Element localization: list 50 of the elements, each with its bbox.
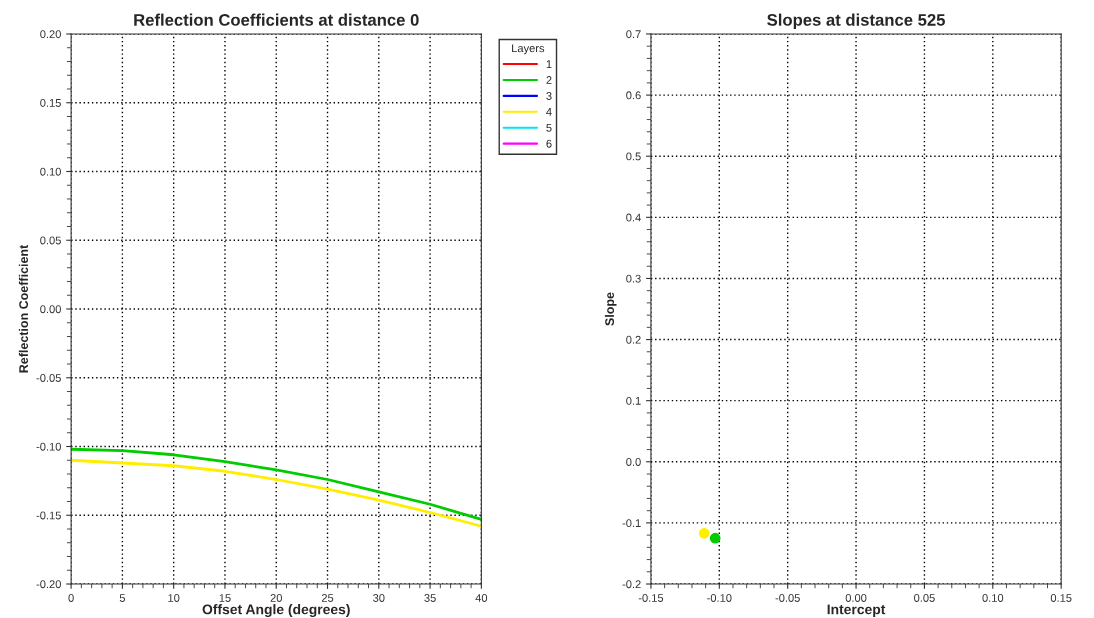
y-tick-label: 0.5 (626, 152, 641, 161)
legend-label: 3 (546, 92, 552, 100)
x-tick-label: 0.00 (845, 594, 867, 602)
y-tick-label: 0.20 (40, 30, 61, 39)
y-tick-label: -0.2 (622, 580, 641, 589)
y-tick-label: 0.7 (626, 30, 641, 39)
x-axis-title: Intercept (827, 604, 886, 618)
y-tick-label: -0.20 (36, 580, 61, 589)
x-tick-label: -0.05 (775, 594, 800, 602)
x-tick-label: 10 (168, 594, 180, 602)
y-tick-label: 0.3 (626, 274, 641, 283)
y-tick-label: 0.4 (626, 213, 641, 222)
x-tick-label: 40 (475, 594, 488, 602)
y-tick-label: 0.1 (626, 396, 641, 405)
y-tick-label: 0.00 (40, 305, 61, 314)
y-tick-label: 0.6 (626, 91, 641, 100)
x-axis-title: Offset Angle (degrees) (202, 604, 350, 618)
y-tick-label: 0.05 (40, 236, 61, 245)
y-tick-label: -0.1 (622, 519, 641, 528)
legend-label: 6 (546, 139, 552, 148)
x-tick-label: -0.10 (707, 594, 732, 602)
line-series (71, 447, 482, 521)
y-tick-label: -0.10 (36, 442, 61, 451)
legend-label: 4 (546, 108, 552, 116)
x-tick-label: 25 (321, 594, 334, 602)
chart-title: Slopes at distance 525 (767, 13, 945, 30)
x-tick-label: 35 (424, 594, 436, 602)
x-tick-label: 0.15 (1050, 594, 1072, 602)
y-tick-label: 0.10 (40, 167, 61, 176)
x-tick-label: -0.15 (638, 594, 664, 602)
x-tick-label: 0 (68, 594, 74, 602)
chart-title: Reflection Coefficients at distance 0 (134, 13, 419, 26)
legend-title: Layers (512, 44, 545, 55)
x-tick-label: 15 (219, 594, 231, 602)
x-tick-label: 30 (373, 594, 385, 602)
y-tick-label: -0.15 (36, 511, 61, 520)
legend-label: 2 (546, 76, 552, 84)
x-tick-label: 20 (270, 594, 282, 602)
x-tick-label: 0.10 (982, 594, 1004, 602)
x-tick-label: 0.05 (914, 594, 935, 602)
y-axis-title: Reflection Coefficient (18, 244, 29, 373)
y-tick-label: 0.2 (626, 335, 641, 344)
line-series (71, 458, 482, 528)
y-tick-label: -0.05 (36, 374, 61, 382)
x-tick-label: 5 (119, 594, 126, 602)
y-axis-title: Slope (604, 292, 617, 326)
y-tick-label: 0.0 (626, 458, 641, 466)
legend-label: 1 (546, 60, 552, 68)
legend-label: 5 (546, 123, 552, 132)
y-tick-label: 0.15 (40, 99, 61, 107)
